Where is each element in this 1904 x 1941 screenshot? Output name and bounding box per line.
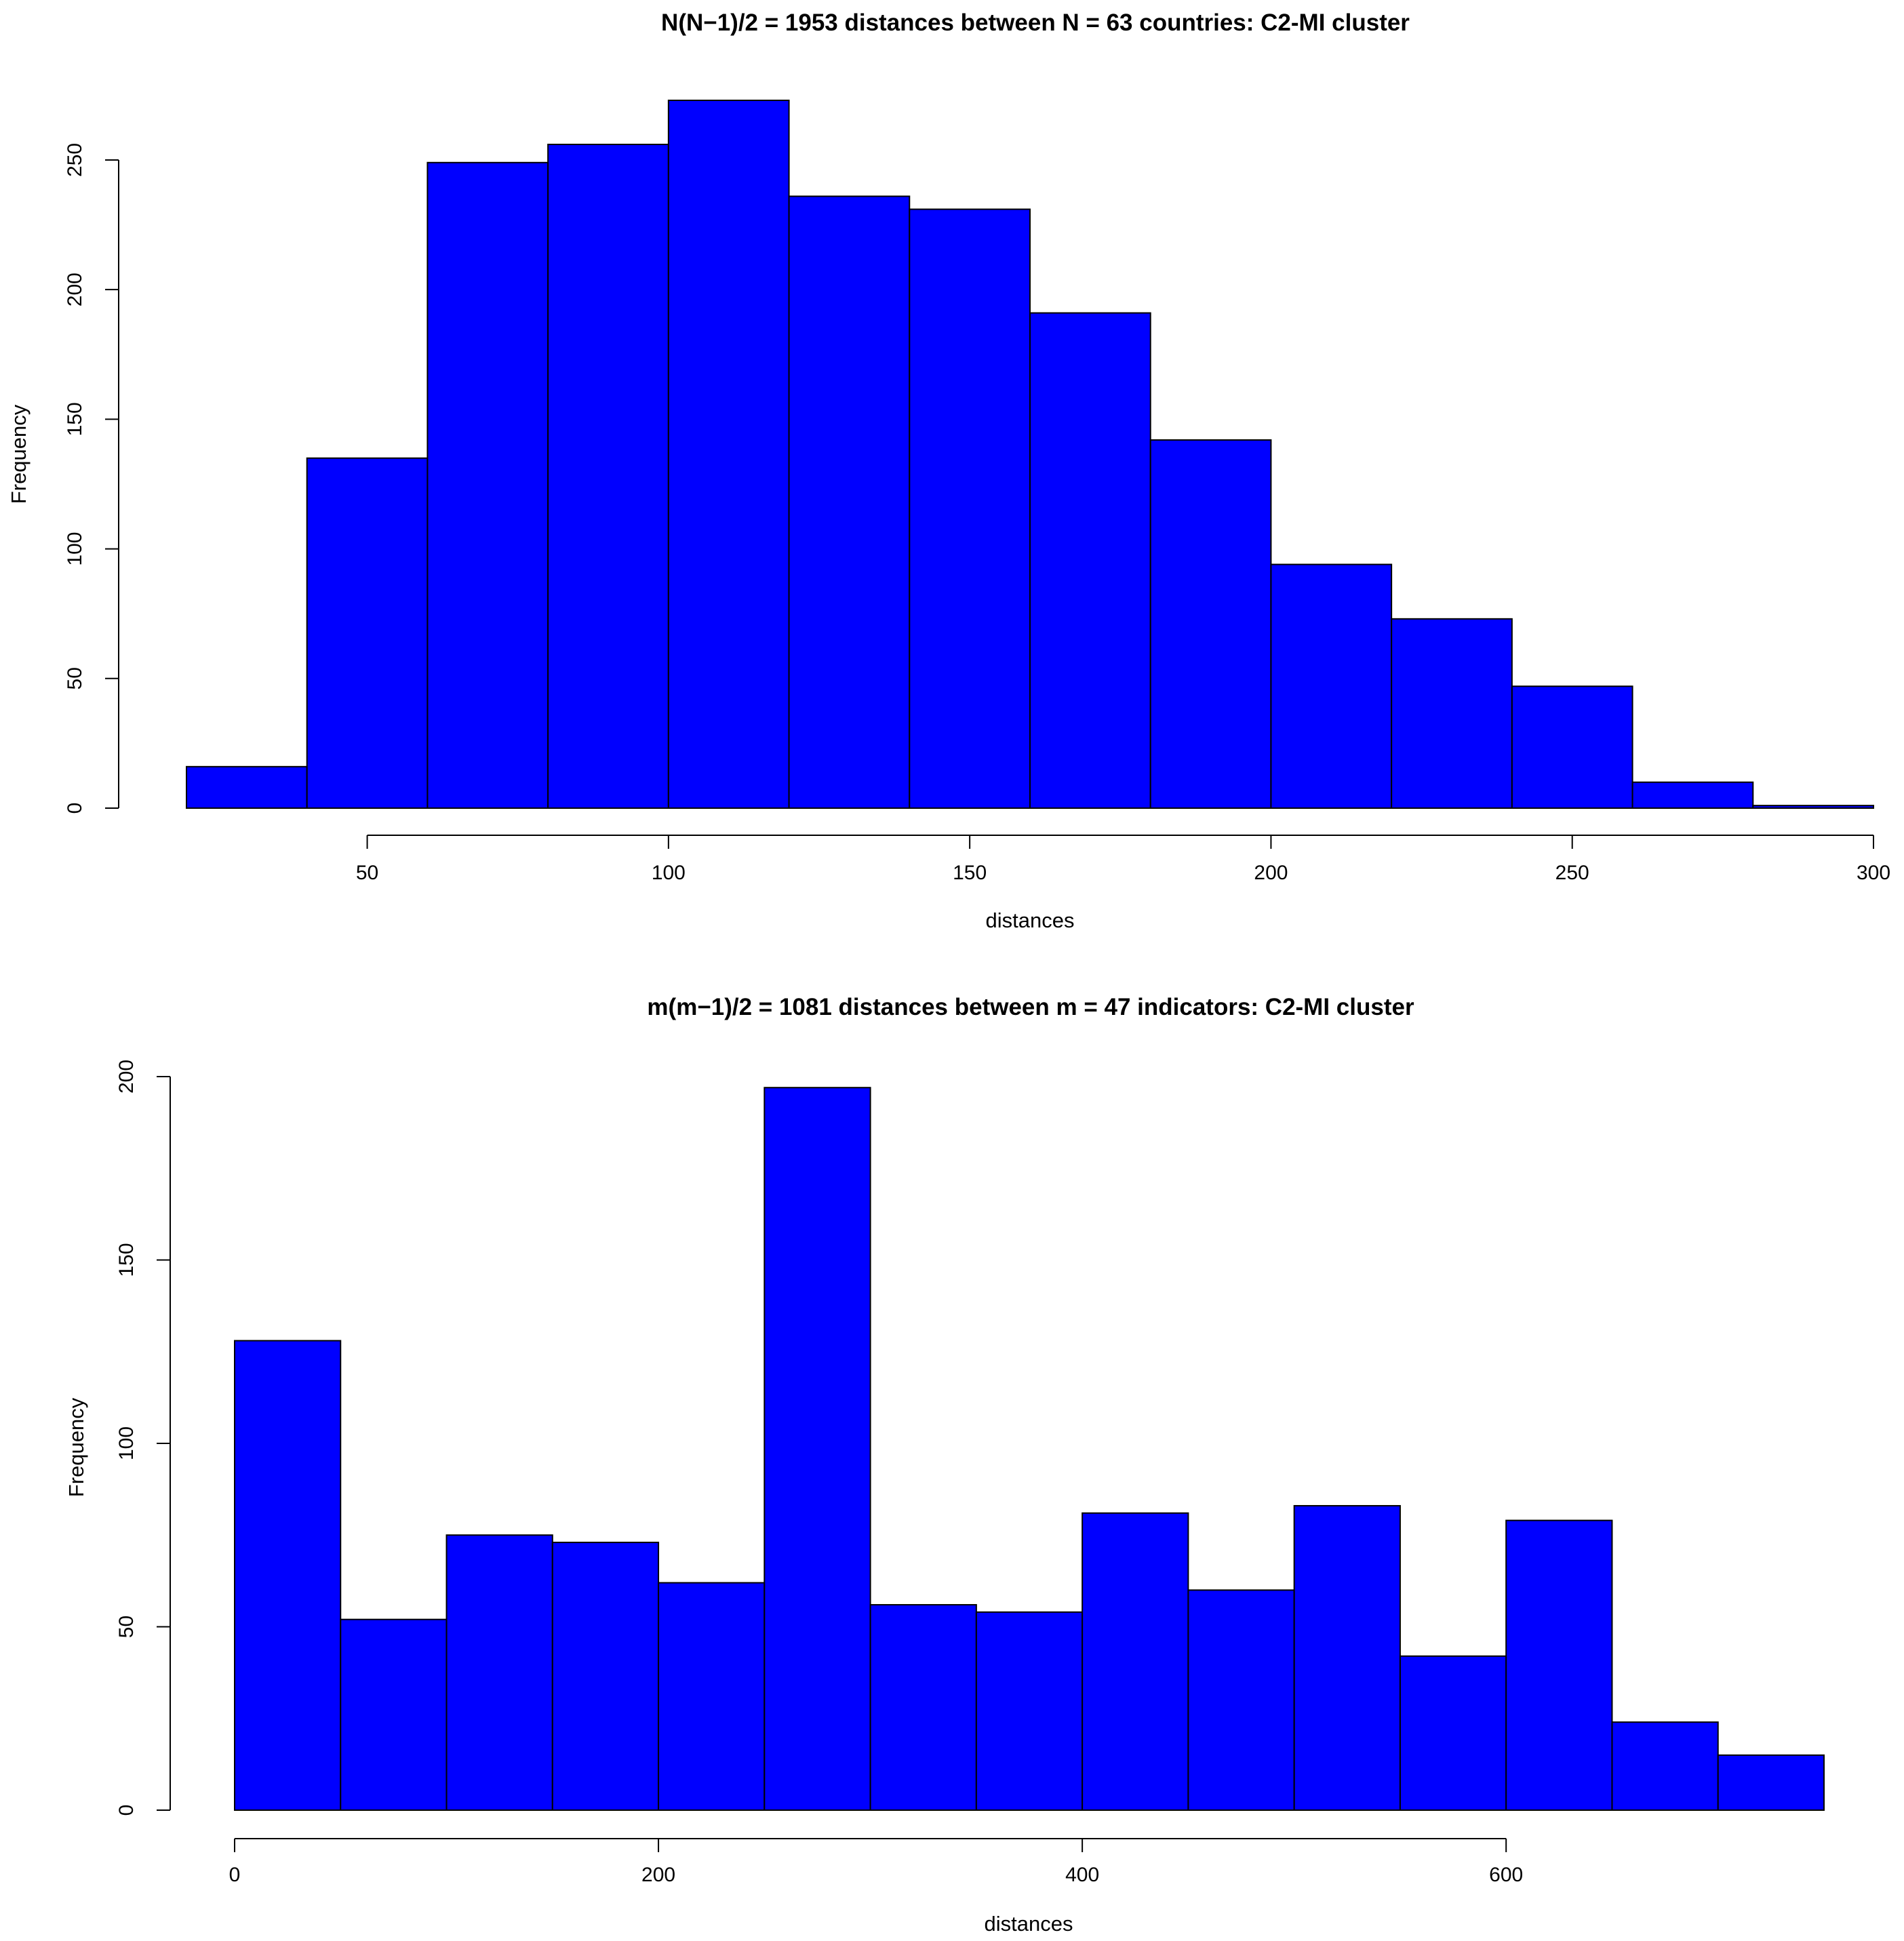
x-tick-label: 150 bbox=[953, 862, 987, 884]
histogram-bar bbox=[1391, 618, 1513, 809]
x-axis-label: distances bbox=[985, 1912, 1073, 1936]
histogram-bar bbox=[547, 144, 669, 809]
y-tick-label: 150 bbox=[64, 402, 86, 436]
y-tick-label: 150 bbox=[115, 1243, 138, 1277]
histogram-bar bbox=[1631, 781, 1754, 809]
histogram-bar bbox=[1149, 439, 1272, 809]
y-tick-label: 200 bbox=[64, 273, 86, 306]
histogram-bar bbox=[1511, 685, 1633, 809]
histogram-bar bbox=[788, 195, 911, 809]
y-tick-label: 100 bbox=[115, 1426, 138, 1460]
histogram-bar bbox=[1082, 1512, 1189, 1812]
y-tick-label: 50 bbox=[64, 667, 86, 689]
y-tick-label: 0 bbox=[115, 1805, 138, 1816]
histogram-bar bbox=[340, 1618, 448, 1811]
x-axis-label: distances bbox=[986, 908, 1075, 932]
x-tick-label: 300 bbox=[1857, 862, 1890, 884]
y-axis-label: Frequency bbox=[64, 1397, 88, 1497]
x-tick-label: 50 bbox=[356, 862, 378, 884]
x-tick-label: 0 bbox=[229, 1864, 241, 1886]
histogram-bar bbox=[1187, 1589, 1295, 1811]
histogram-bar bbox=[1752, 805, 1874, 809]
histogram-bar bbox=[445, 1534, 553, 1811]
histogram-bar bbox=[667, 100, 790, 809]
histogram-bar bbox=[1611, 1721, 1719, 1811]
histogram-bar bbox=[1029, 312, 1151, 809]
histogram-bar bbox=[234, 1340, 342, 1811]
histogram-bar bbox=[763, 1087, 871, 1811]
histogram-bar bbox=[1270, 563, 1393, 809]
y-tick-label: 50 bbox=[115, 1616, 138, 1638]
indicators-distance-histogram: m(m−1)/2 = 1081 distances between m = 47… bbox=[64, 994, 1825, 1936]
chart-title: N(N−1)/2 = 1953 distances between N = 63… bbox=[661, 9, 1410, 36]
x-tick-label: 250 bbox=[1555, 862, 1589, 884]
x-tick-label: 200 bbox=[1254, 862, 1288, 884]
x-tick-label: 400 bbox=[1065, 1864, 1099, 1886]
histogram-bar bbox=[909, 208, 1031, 809]
histogram-bar bbox=[186, 765, 308, 809]
x-tick-label: 600 bbox=[1489, 1864, 1523, 1886]
y-tick-label: 250 bbox=[64, 143, 86, 177]
histogram-bar bbox=[1717, 1754, 1825, 1812]
x-tick-label: 200 bbox=[641, 1864, 675, 1886]
histogram-bar bbox=[551, 1542, 660, 1812]
countries-distance-histogram: N(N−1)/2 = 1953 distances between N = 63… bbox=[7, 9, 1890, 932]
histogram-bar bbox=[975, 1611, 1084, 1812]
histogram-bar bbox=[1399, 1655, 1507, 1812]
y-tick-label: 200 bbox=[115, 1060, 138, 1094]
histogram-bar bbox=[427, 161, 549, 809]
y-axis-label: Frequency bbox=[7, 404, 31, 504]
histogram-bar bbox=[869, 1604, 977, 1812]
histogram-bar bbox=[1293, 1504, 1401, 1811]
y-tick-label: 0 bbox=[64, 803, 86, 814]
chart-title: m(m−1)/2 = 1081 distances between m = 47… bbox=[647, 994, 1414, 1020]
histogram-bar bbox=[1505, 1519, 1613, 1812]
histogram-bar bbox=[658, 1582, 766, 1812]
histogram-bar bbox=[306, 457, 429, 809]
y-tick-label: 100 bbox=[64, 532, 86, 566]
x-tick-label: 100 bbox=[652, 862, 686, 884]
